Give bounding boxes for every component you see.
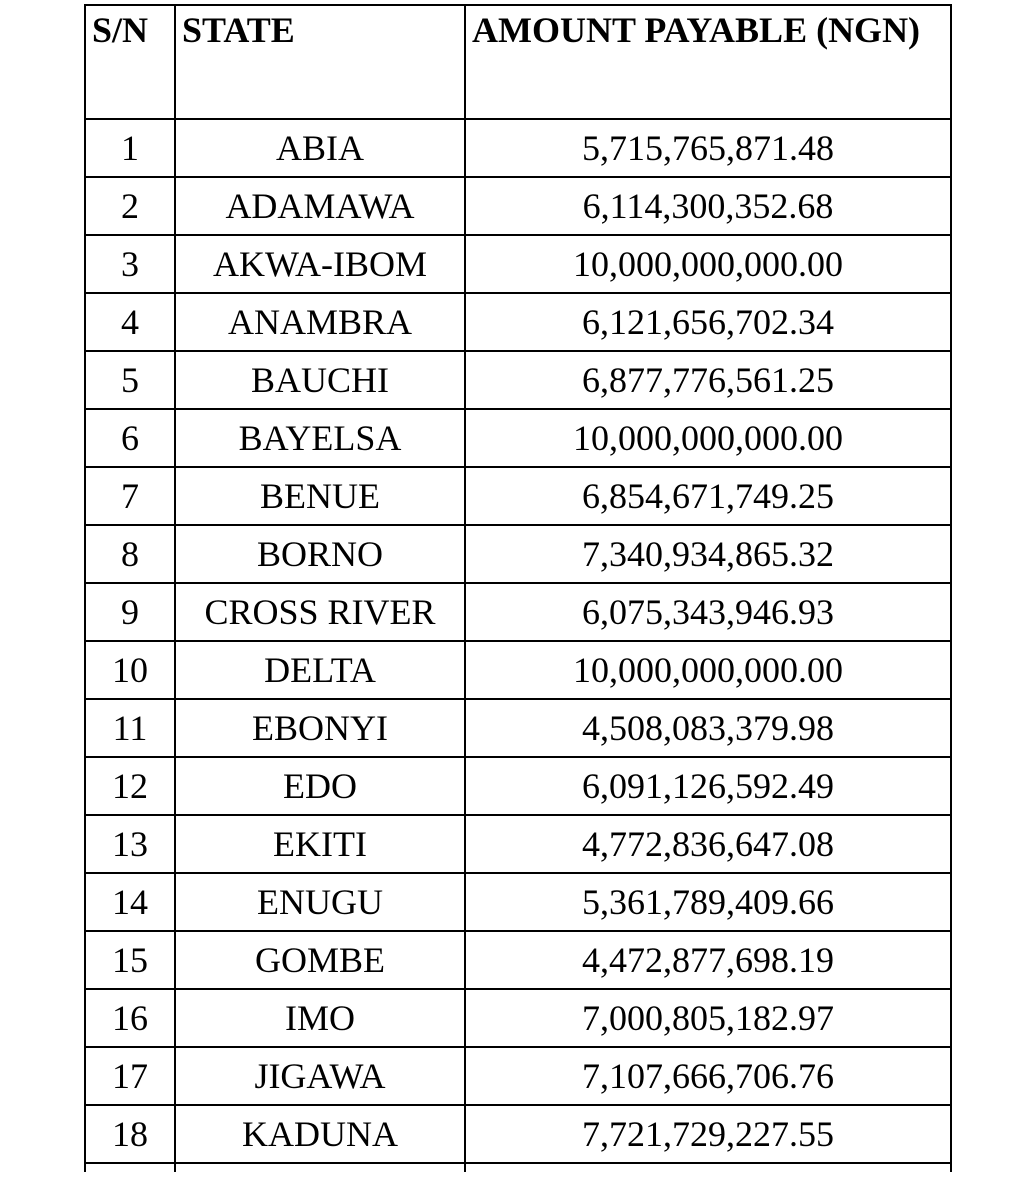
cell-amount: 7,340,934,865.32 [465, 525, 951, 583]
cell-sn: 2 [85, 177, 175, 235]
cell-state: BAUCHI [175, 351, 465, 409]
col-header-sn: S/N [85, 5, 175, 119]
table-row: 12EDO6,091,126,592.49 [85, 757, 951, 815]
cell-amount: 4,772,836,647.08 [465, 815, 951, 873]
cell-sn: 3 [85, 235, 175, 293]
table-row: 11EBONYI4,508,083,379.98 [85, 699, 951, 757]
table-row: 16IMO7,000,805,182.97 [85, 989, 951, 1047]
cell-cutoff [465, 1163, 951, 1172]
table-row: 3AKWA-IBOM10,000,000,000.00 [85, 235, 951, 293]
table-header-row: S/N STATE AMOUNT PAYABLE (NGN) [85, 5, 951, 119]
table-row: 1ABIA5,715,765,871.48 [85, 119, 951, 177]
cell-sn: 13 [85, 815, 175, 873]
cell-state: DELTA [175, 641, 465, 699]
cell-sn: 10 [85, 641, 175, 699]
cell-state: BAYELSA [175, 409, 465, 467]
cell-amount: 10,000,000,000.00 [465, 409, 951, 467]
cell-amount: 5,361,789,409.66 [465, 873, 951, 931]
table-row: 15GOMBE4,472,877,698.19 [85, 931, 951, 989]
table-row: 7BENUE6,854,671,749.25 [85, 467, 951, 525]
cell-sn: 8 [85, 525, 175, 583]
cell-state: KADUNA [175, 1105, 465, 1163]
cell-sn: 16 [85, 989, 175, 1047]
cell-amount: 4,508,083,379.98 [465, 699, 951, 757]
cell-sn: 4 [85, 293, 175, 351]
cell-state: CROSS RIVER [175, 583, 465, 641]
cell-state: ENUGU [175, 873, 465, 931]
cell-sn: 14 [85, 873, 175, 931]
cell-amount: 7,000,805,182.97 [465, 989, 951, 1047]
cell-state: ANAMBRA [175, 293, 465, 351]
cell-sn: 12 [85, 757, 175, 815]
table-row: 5BAUCHI6,877,776,561.25 [85, 351, 951, 409]
cell-sn: 7 [85, 467, 175, 525]
cell-sn: 9 [85, 583, 175, 641]
cell-cutoff [85, 1163, 175, 1172]
cell-sn: 1 [85, 119, 175, 177]
table-row: 4ANAMBRA6,121,656,702.34 [85, 293, 951, 351]
col-header-amount: AMOUNT PAYABLE (NGN) [465, 5, 951, 119]
cell-amount: 4,472,877,698.19 [465, 931, 951, 989]
table-row: 2ADAMAWA6,114,300,352.68 [85, 177, 951, 235]
table-row: 18KADUNA7,721,729,227.55 [85, 1105, 951, 1163]
cell-state: ADAMAWA [175, 177, 465, 235]
table-row: 10DELTA10,000,000,000.00 [85, 641, 951, 699]
cell-amount: 6,877,776,561.25 [465, 351, 951, 409]
cell-state: JIGAWA [175, 1047, 465, 1105]
table-row: 8BORNO7,340,934,865.32 [85, 525, 951, 583]
table-header: S/N STATE AMOUNT PAYABLE (NGN) [85, 5, 951, 119]
cell-sn: 17 [85, 1047, 175, 1105]
cell-state: ABIA [175, 119, 465, 177]
table-row: 13EKITI4,772,836,647.08 [85, 815, 951, 873]
cell-state: EDO [175, 757, 465, 815]
cell-sn: 15 [85, 931, 175, 989]
table-row: 17JIGAWA7,107,666,706.76 [85, 1047, 951, 1105]
cell-amount: 6,091,126,592.49 [465, 757, 951, 815]
cell-state: GOMBE [175, 931, 465, 989]
table-row: 6BAYELSA10,000,000,000.00 [85, 409, 951, 467]
cell-sn: 11 [85, 699, 175, 757]
cell-amount: 10,000,000,000.00 [465, 235, 951, 293]
cell-cutoff [175, 1163, 465, 1172]
table-row: 14ENUGU5,361,789,409.66 [85, 873, 951, 931]
cell-sn: 5 [85, 351, 175, 409]
cell-state: IMO [175, 989, 465, 1047]
cell-sn: 18 [85, 1105, 175, 1163]
cell-state: AKWA-IBOM [175, 235, 465, 293]
cell-amount: 6,854,671,749.25 [465, 467, 951, 525]
cell-amount: 6,075,343,946.93 [465, 583, 951, 641]
states-amount-table: S/N STATE AMOUNT PAYABLE (NGN) 1ABIA5,71… [84, 4, 952, 1172]
table-row: 9CROSS RIVER6,075,343,946.93 [85, 583, 951, 641]
cell-state: BORNO [175, 525, 465, 583]
cell-state: EKITI [175, 815, 465, 873]
cell-amount: 6,121,656,702.34 [465, 293, 951, 351]
cell-amount: 10,000,000,000.00 [465, 641, 951, 699]
cell-amount: 7,107,666,706.76 [465, 1047, 951, 1105]
cell-amount: 6,114,300,352.68 [465, 177, 951, 235]
cell-amount: 5,715,765,871.48 [465, 119, 951, 177]
table-body: 1ABIA5,715,765,871.482ADAMAWA6,114,300,3… [85, 119, 951, 1172]
cell-state: BENUE [175, 467, 465, 525]
cell-amount: 7,721,729,227.55 [465, 1105, 951, 1163]
cell-sn: 6 [85, 409, 175, 467]
table-row-cutoff [85, 1163, 951, 1172]
col-header-state: STATE [175, 5, 465, 119]
cell-state: EBONYI [175, 699, 465, 757]
page: S/N STATE AMOUNT PAYABLE (NGN) 1ABIA5,71… [0, 0, 1036, 1172]
